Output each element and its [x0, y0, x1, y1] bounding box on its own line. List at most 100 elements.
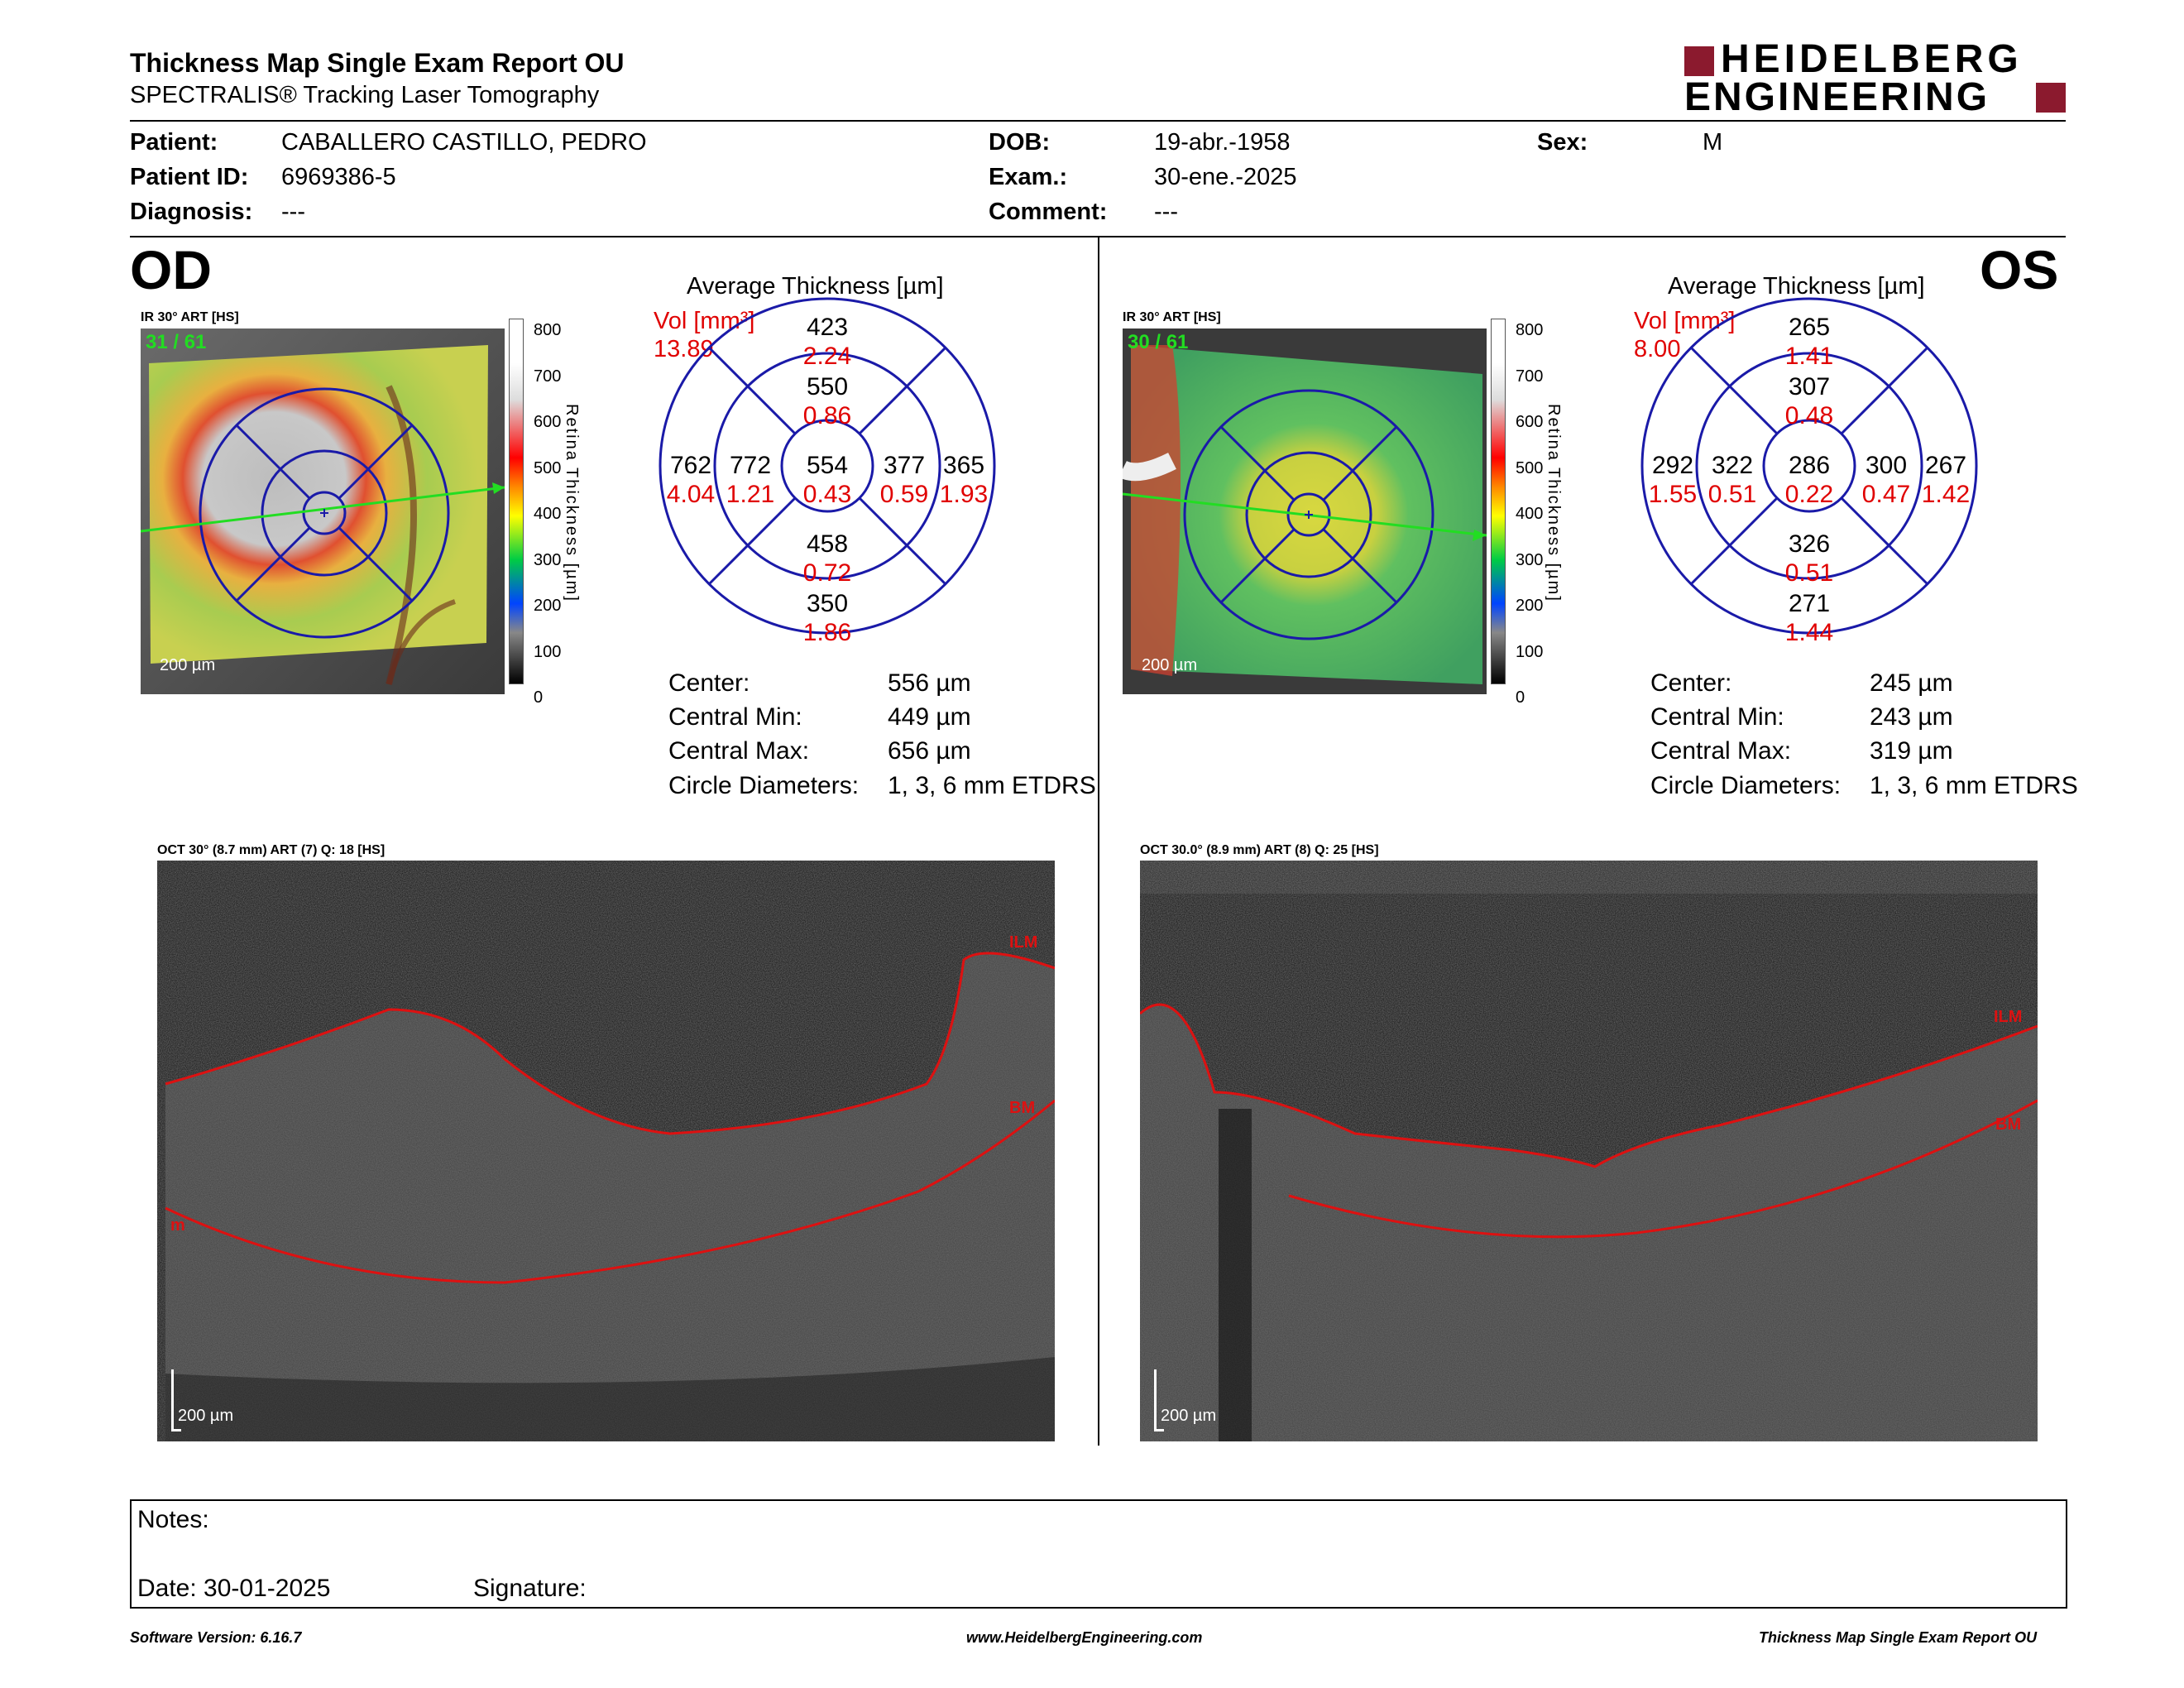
- thickness-value: 265: [1788, 314, 1831, 341]
- od-oct-caption: OCT 30° (8.7 mm) ART (7) Q: 18 [HS]: [157, 843, 386, 857]
- od-inner-left: 772 1.21: [721, 451, 779, 509]
- od-colorbar-label: Retina Thickness [µm]: [563, 404, 581, 602]
- exam-value: 30-ene.-2025: [1154, 164, 1297, 190]
- thickness-value: 554: [806, 452, 849, 479]
- od-outer-inferior: 350 1.86: [790, 589, 864, 647]
- date-label: Date: 30-01-2025: [137, 1575, 331, 1602]
- sex-label: Sex:: [1537, 129, 1588, 156]
- od-outer-superior: 423 2.24: [790, 313, 864, 371]
- report-subtitle: SPECTRALIS® Tracking Laser Tomography: [130, 82, 600, 108]
- tick: 0: [1516, 688, 1525, 707]
- os-oct-bm-label: BM: [1995, 1115, 2022, 1134]
- tick: 800: [534, 321, 562, 339]
- od-min-label: Central Min:: [668, 703, 802, 731]
- notes-box[interactable]: Notes: Date: 30-01-2025 Signature:: [130, 1499, 2067, 1609]
- footer-version: Software Version: 6.16.7: [130, 1629, 302, 1646]
- thickness-value: 550: [806, 373, 849, 400]
- volume-value: 0.48: [1784, 402, 1834, 429]
- eye-divider: [1098, 237, 1099, 1446]
- os-outer-inferior: 271 1.44: [1772, 589, 1846, 647]
- volume-value: 0.72: [802, 559, 852, 587]
- volume-value: 0.43: [802, 481, 852, 508]
- patient-label: Patient:: [130, 129, 218, 156]
- od-colorbar: [509, 319, 524, 684]
- tick: 600: [1516, 413, 1544, 431]
- footer-website[interactable]: www.HeidelbergEngineering.com: [966, 1629, 1203, 1646]
- comment-label: Comment:: [989, 199, 1108, 225]
- od-avg-title: Average Thickness [µm]: [687, 273, 944, 300]
- od-outer-right: 365 1.93: [935, 451, 993, 509]
- volume-value: 1.93: [939, 481, 989, 508]
- tick: 500: [1516, 458, 1544, 477]
- os-avg-title: Average Thickness [µm]: [1668, 273, 1925, 300]
- od-outer-left: 762 4.04: [662, 451, 720, 509]
- tick: 300: [534, 550, 562, 569]
- od-inner-inferior: 458 0.72: [790, 530, 864, 587]
- os-colorbar: [1491, 319, 1506, 684]
- os-oct-caption: OCT 30.0° (8.9 mm) ART (8) Q: 25 [HS]: [1140, 843, 1379, 857]
- od-oct-scale-foot: [171, 1429, 181, 1431]
- os-ir-caption: IR 30° ART [HS]: [1123, 310, 1221, 324]
- od-inner-superior: 550 0.86: [790, 372, 864, 430]
- os-colorbar-ticks: 800 700 600 500 400 300 200 100 0: [1516, 308, 1543, 722]
- os-inner-left: 322 0.51: [1703, 451, 1761, 509]
- od-etdrs-grid: [659, 297, 996, 635]
- patient-id: 6969386-5: [281, 164, 396, 190]
- thickness-value: 458: [806, 530, 849, 558]
- od-ir-scale: 200 µm: [160, 656, 216, 674]
- od-oct-ilm-label: ILM: [1009, 933, 1038, 952]
- thickness-value: 292: [1651, 452, 1694, 479]
- od-inner-right: 377 0.59: [875, 451, 933, 509]
- os-outer-superior: 265 1.41: [1772, 313, 1846, 371]
- tick: 800: [1516, 321, 1544, 339]
- os-etdrs-grid: [1640, 297, 1978, 635]
- thickness-value: 423: [806, 314, 849, 341]
- od-ir-caption: IR 30° ART [HS]: [141, 310, 239, 324]
- os-max-label: Central Max:: [1650, 737, 1792, 765]
- tick: 400: [534, 505, 562, 523]
- tick: 700: [1516, 367, 1544, 386]
- thickness-value: 762: [669, 452, 712, 479]
- volume-value: 1.44: [1784, 619, 1834, 646]
- logo-line-1: HEIDELBERG: [1721, 37, 2023, 81]
- volume-value: 0.59: [879, 481, 929, 508]
- thickness-value: 300: [1865, 452, 1908, 479]
- od-oct-scale: 200 µm: [178, 1407, 234, 1425]
- volume-value: 0.51: [1784, 559, 1834, 587]
- volume-value: 0.51: [1707, 481, 1757, 508]
- thickness-value: 267: [1924, 452, 1967, 479]
- od-vol-label: Vol [mm³]: [654, 308, 755, 334]
- volume-value: 1.42: [1921, 481, 1971, 508]
- tick: 500: [534, 458, 562, 477]
- od-eye-label: OD: [130, 239, 212, 300]
- notes-label: Notes:: [137, 1506, 209, 1533]
- diagnosis-value: ---: [281, 199, 305, 225]
- tick: 200: [1516, 597, 1544, 615]
- tick: 600: [534, 413, 562, 431]
- thickness-value: 377: [883, 452, 926, 479]
- tick: 400: [1516, 505, 1544, 523]
- volume-value: 4.04: [666, 481, 716, 508]
- os-inner-superior: 307 0.48: [1772, 372, 1846, 430]
- thickness-value: 350: [806, 590, 849, 617]
- tick: 300: [1516, 550, 1544, 569]
- patient-name: CABALLERO CASTILLO, PEDRO: [281, 129, 647, 156]
- os-oct-bscan: [1140, 861, 2038, 1441]
- tick: 0: [534, 688, 544, 707]
- volume-value: 0.86: [802, 402, 852, 429]
- od-oct-m-label: m: [170, 1216, 185, 1235]
- os-oct-scale-foot: [1154, 1429, 1164, 1431]
- patient-id-label: Patient ID:: [130, 164, 249, 190]
- os-colorbar-label: Retina Thickness [µm]: [1545, 404, 1563, 602]
- os-inner-right: 300 0.47: [1857, 451, 1915, 509]
- sex-value: M: [1703, 129, 1723, 156]
- os-center-label: Center:: [1650, 669, 1732, 697]
- od-max-label: Central Max:: [668, 737, 810, 765]
- thickness-value: 286: [1788, 452, 1831, 479]
- thickness-value: 307: [1788, 373, 1831, 400]
- os-diam-value: 1, 3, 6 mm ETDRS: [1870, 772, 2078, 799]
- od-oct-bm-label: BM: [1009, 1099, 1036, 1117]
- volume-value: 1.55: [1648, 481, 1698, 508]
- os-vol-value: 8.00: [1634, 336, 1681, 362]
- od-center-value: 556 µm: [888, 669, 971, 697]
